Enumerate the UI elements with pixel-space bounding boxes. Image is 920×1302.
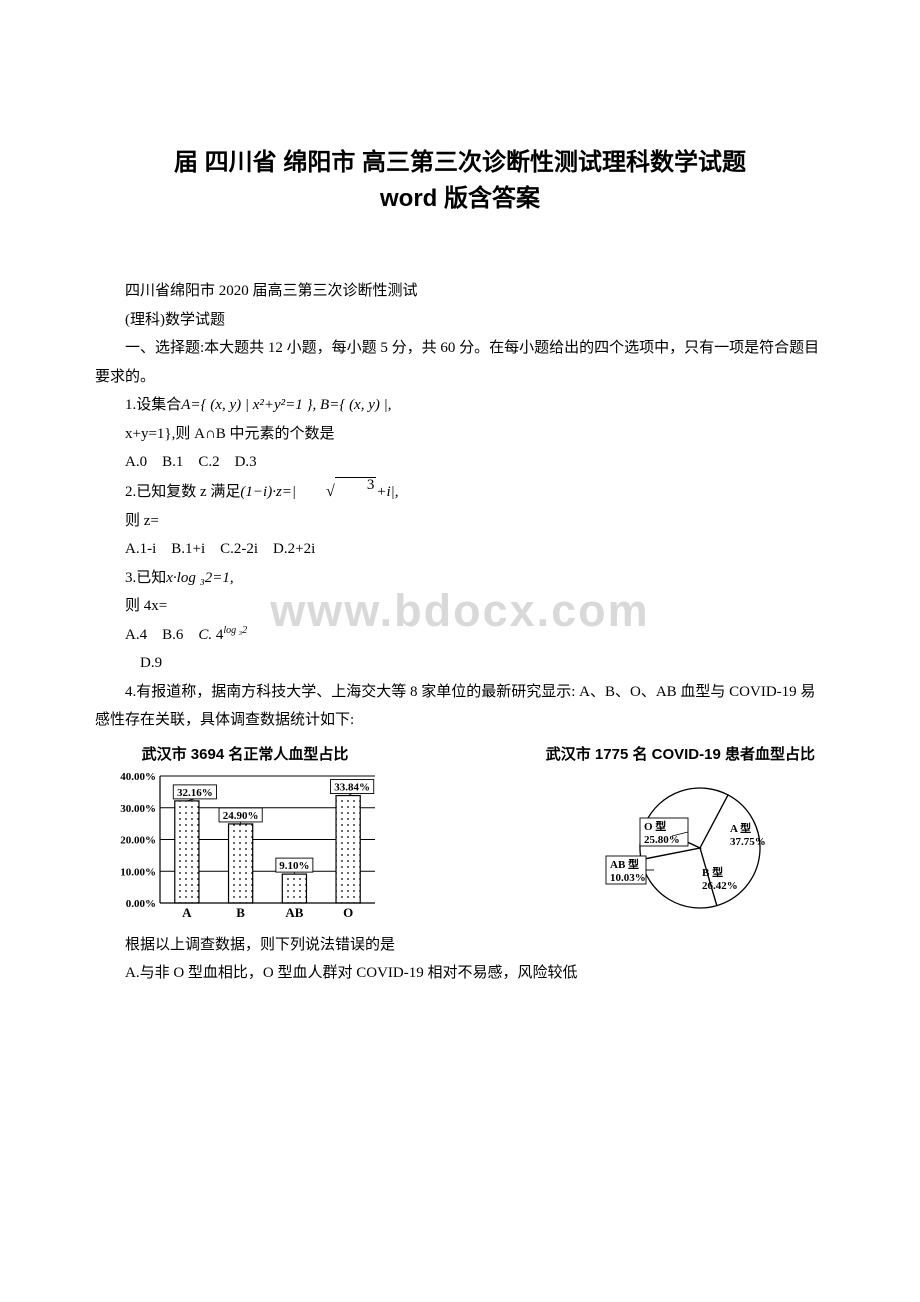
intro-line-1: 四川省绵阳市 2020 届高三第三次诊断性测试 bbox=[95, 277, 825, 306]
svg-text:A 型: A 型 bbox=[730, 821, 751, 835]
title-line-1: 届 四川省 绵阳市 高三第三次诊断性测试理科数学试题 bbox=[174, 149, 746, 176]
q3-options-ab-c: A.4 B.6 C. 4log ₃2 bbox=[95, 621, 825, 650]
bar-chart-block: 武汉市 3694 名正常人血型占比 0.00% 10.00% 20.00% 30.00… bbox=[105, 743, 385, 923]
q1-line1: 1.设集合A={ (x, y) | x²+y²=1 }, B={ (x, y) … bbox=[95, 391, 825, 420]
svg-text:26.42%: 26.42% bbox=[702, 880, 738, 892]
q3-prefix: 3.已知 bbox=[125, 570, 166, 586]
bar-chart-svg: 0.00% 10.00% 20.00% 30.00% 40.00% 32.16% A 24.9… bbox=[105, 768, 385, 923]
q2-line1: 2.已知复数 z 满足(1−i)·z=|√3+i|, bbox=[95, 477, 825, 507]
q3-opt-c: C. 4log ₃2 bbox=[198, 627, 247, 643]
svg-text:37.75%: 37.75% bbox=[730, 836, 766, 848]
q4-text: 4.有报道称，据南方科技大学、上海交大等 8 家单位的最新研究显示: A、B、O… bbox=[95, 678, 825, 735]
pie-chart-svg: O 型25.80% A 型37.75% B 型26.42% AB 型10.03% bbox=[550, 768, 810, 923]
q2-math-right: +i|, bbox=[376, 484, 398, 500]
q2-line2: 则 z= bbox=[95, 507, 825, 536]
q1-line2: x+y=1},则 A∩B 中元素的个数是 bbox=[95, 420, 825, 449]
svg-text:O 型: O 型 bbox=[644, 819, 666, 833]
q3-line2: 则 4x= bbox=[95, 592, 825, 621]
q3-opts-ab: A.4 B.6 bbox=[125, 627, 198, 643]
svg-text:10.00%: 10.00% bbox=[120, 866, 156, 878]
svg-text:20.00%: 20.00% bbox=[120, 834, 156, 846]
svg-text:32.16%: 32.16% bbox=[177, 787, 213, 799]
intro-line-2: (理科)数学试题 bbox=[95, 306, 825, 335]
svg-text:33.84%: 33.84% bbox=[334, 781, 370, 793]
bar-chart-title: 武汉市 3694 名正常人血型占比 bbox=[142, 743, 349, 764]
charts-row: 武汉市 3694 名正常人血型占比 0.00% 10.00% 20.00% 30.00… bbox=[95, 743, 825, 923]
pie-chart-block: 武汉市 1775 名 COVID-19 患者血型占比 O 型25.80% A 型3… bbox=[546, 743, 815, 923]
q3-optc-sup: log ₃2 bbox=[223, 625, 247, 636]
q3-option-d: D.9 bbox=[95, 649, 825, 678]
q3-line1: 3.已知x·log ₃2=1, bbox=[95, 564, 825, 593]
section-heading: 一、选择题:本大题共 12 小题，每小题 5 分，共 60 分。在每小题给出的四… bbox=[95, 334, 825, 391]
title-line-2: word 版含答案 bbox=[380, 185, 540, 212]
svg-text:A: A bbox=[182, 905, 192, 920]
svg-text:9.10%: 9.10% bbox=[279, 860, 309, 872]
svg-text:AB 型: AB 型 bbox=[610, 857, 639, 871]
q1-prefix: 1.设集合 bbox=[125, 397, 181, 413]
svg-text:AB: AB bbox=[285, 905, 303, 920]
svg-text:0.00%: 0.00% bbox=[126, 898, 156, 910]
q3-math: x·log ₃2=1, bbox=[166, 570, 233, 586]
svg-text:B: B bbox=[236, 905, 245, 920]
pie-chart-title: 武汉市 1775 名 COVID-19 患者血型占比 bbox=[546, 743, 815, 764]
q1-options: A.0 B.1 C.2 D.3 bbox=[95, 448, 825, 477]
svg-text:B 型: B 型 bbox=[702, 865, 723, 879]
q4-followup: 根据以上调查数据，则下列说法错误的是 bbox=[95, 931, 825, 960]
svg-text:O: O bbox=[343, 905, 353, 920]
svg-text:24.90%: 24.90% bbox=[223, 810, 259, 822]
q2-sqrt: √3 bbox=[296, 477, 376, 507]
q4-option-a: A.与非 O 型血相比，O 型血人群对 COVID-19 相对不易感，风险较低 bbox=[95, 959, 825, 988]
q2-math-left: (1−i)·z=| bbox=[240, 484, 296, 500]
q1-math: A={ (x, y) | x²+y²=1 }, B={ (x, y) |, bbox=[181, 397, 391, 413]
q2-sqrt-arg: 3 bbox=[335, 477, 377, 493]
svg-text:40.00%: 40.00% bbox=[120, 771, 156, 783]
q2-prefix: 2.已知复数 z 满足 bbox=[125, 484, 240, 500]
svg-text:10.03%: 10.03% bbox=[610, 872, 646, 884]
svg-text:30.00%: 30.00% bbox=[120, 803, 156, 815]
q2-options: A.1-i B.1+i C.2-2i D.2+2i bbox=[95, 535, 825, 564]
q3-optc-label: C. bbox=[198, 627, 212, 643]
document-title: 届 四川省 绵阳市 高三第三次诊断性测试理科数学试题 word 版含答案 bbox=[95, 145, 825, 217]
svg-text:25.80%: 25.80% bbox=[644, 834, 680, 846]
